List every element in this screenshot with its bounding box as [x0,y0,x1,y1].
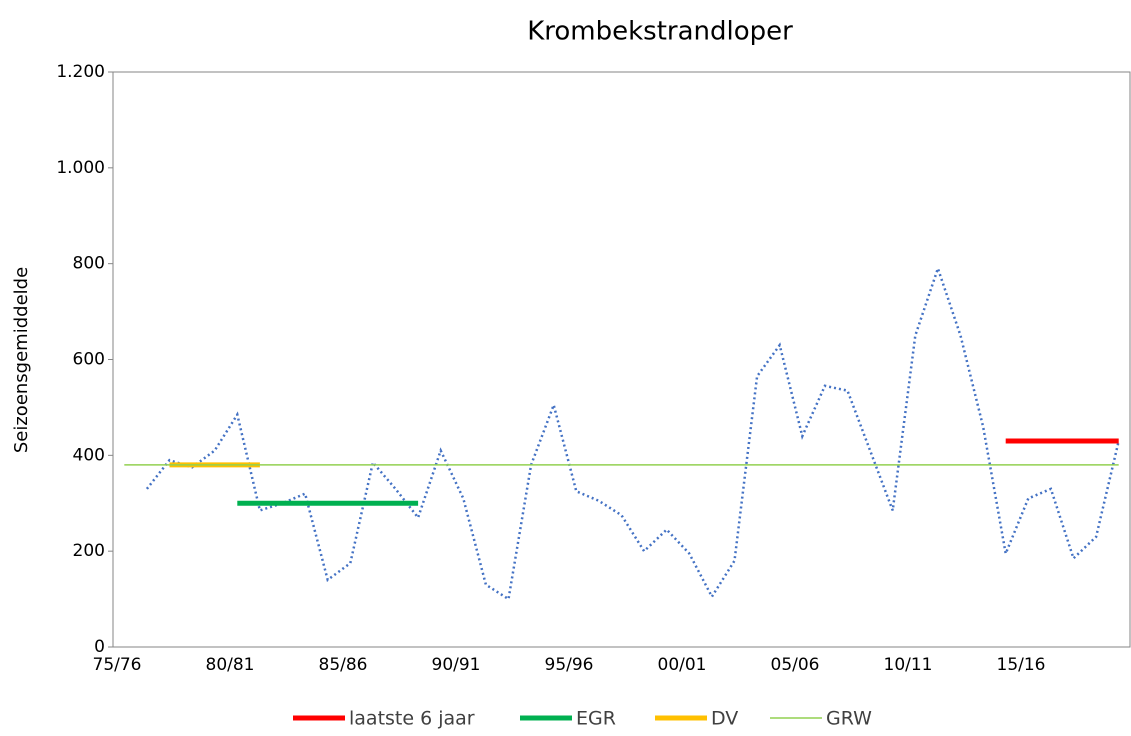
x-tick-label: 90/91 [432,655,481,675]
x-tick-label: 85/86 [319,655,368,675]
y-axis-label: Seizoensgemiddelde [11,267,32,453]
y-tick-label: 0 [94,637,105,657]
x-tick-label: 00/01 [658,655,707,675]
chart-title: Krombekstrandloper [527,17,793,47]
x-tick-label: 15/16 [997,655,1046,675]
series-line [145,264,1120,602]
y-tick-label: 1.200 [56,62,105,82]
y-tick-label: 800 [73,254,105,274]
y-tick-label: 400 [73,445,105,465]
x-tick-label: 75/76 [93,655,142,675]
legend-label: laatste 6 jaar [349,708,475,730]
x-tick-label: 05/06 [771,655,820,675]
legend-label: EGR [576,708,616,730]
legend-label: DV [711,708,738,730]
x-tick-label: 95/96 [545,655,594,675]
x-tick-label: 10/11 [884,655,933,675]
y-tick-label: 600 [73,350,105,370]
legend-label: GRW [826,708,872,730]
x-tick-label: 80/81 [206,655,255,675]
y-tick-label: 1.000 [56,158,105,178]
y-tick-label: 200 [73,541,105,561]
plot-frame [112,71,1131,648]
